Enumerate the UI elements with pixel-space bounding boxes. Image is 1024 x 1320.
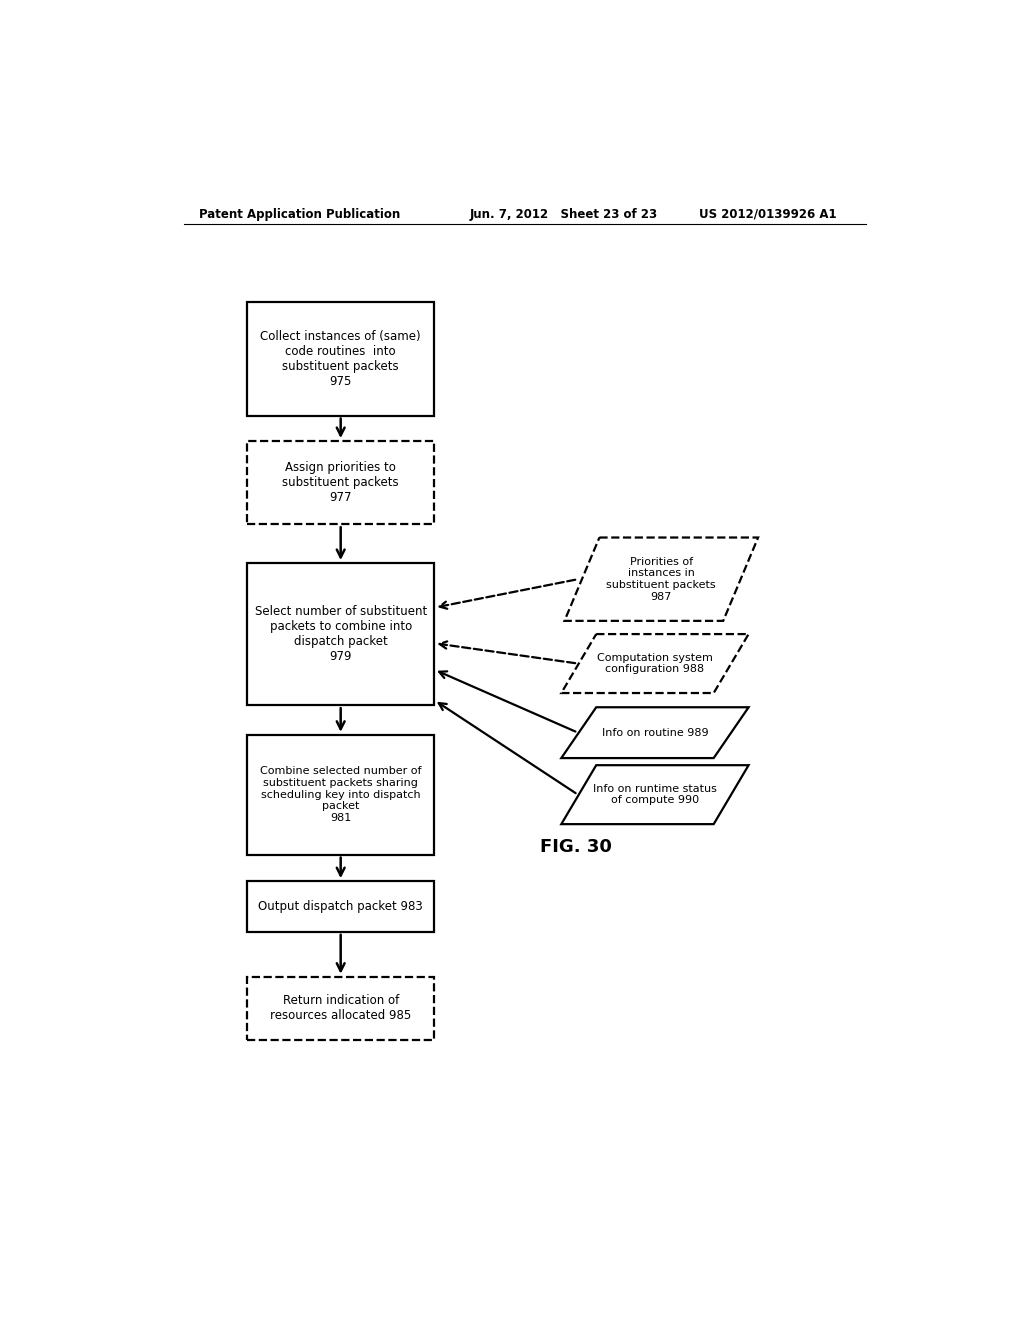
Text: Output dispatch packet 983: Output dispatch packet 983: [258, 900, 423, 913]
Text: Patent Application Publication: Patent Application Publication: [200, 207, 400, 220]
Polygon shape: [561, 708, 749, 758]
Polygon shape: [561, 766, 749, 824]
FancyBboxPatch shape: [247, 977, 434, 1040]
Text: Computation system
configuration 988: Computation system configuration 988: [597, 653, 713, 675]
Text: Info on runtime status
of compute 990: Info on runtime status of compute 990: [593, 784, 717, 805]
Text: Select number of substituent
packets to combine into
dispatch packet
979: Select number of substituent packets to …: [255, 605, 427, 663]
FancyBboxPatch shape: [247, 880, 434, 932]
Text: Combine selected number of
substituent packets sharing
scheduling key into dispa: Combine selected number of substituent p…: [260, 767, 422, 822]
Text: Collect instances of (same)
code routines  into
substituent packets
975: Collect instances of (same) code routine…: [260, 330, 421, 388]
Text: FIG. 30: FIG. 30: [541, 837, 612, 855]
FancyBboxPatch shape: [247, 441, 434, 524]
Text: US 2012/0139926 A1: US 2012/0139926 A1: [699, 207, 837, 220]
FancyBboxPatch shape: [247, 562, 434, 705]
Text: Info on routine 989: Info on routine 989: [602, 727, 709, 738]
Text: Return indication of
resources allocated 985: Return indication of resources allocated…: [270, 994, 412, 1022]
FancyBboxPatch shape: [247, 302, 434, 416]
Text: Priorities of
instances in
substituent packets
987: Priorities of instances in substituent p…: [606, 557, 716, 602]
Text: Assign priorities to
substituent packets
977: Assign priorities to substituent packets…: [283, 461, 399, 504]
Polygon shape: [561, 634, 749, 693]
FancyBboxPatch shape: [247, 735, 434, 854]
Text: Jun. 7, 2012   Sheet 23 of 23: Jun. 7, 2012 Sheet 23 of 23: [469, 207, 657, 220]
Polygon shape: [564, 537, 758, 620]
